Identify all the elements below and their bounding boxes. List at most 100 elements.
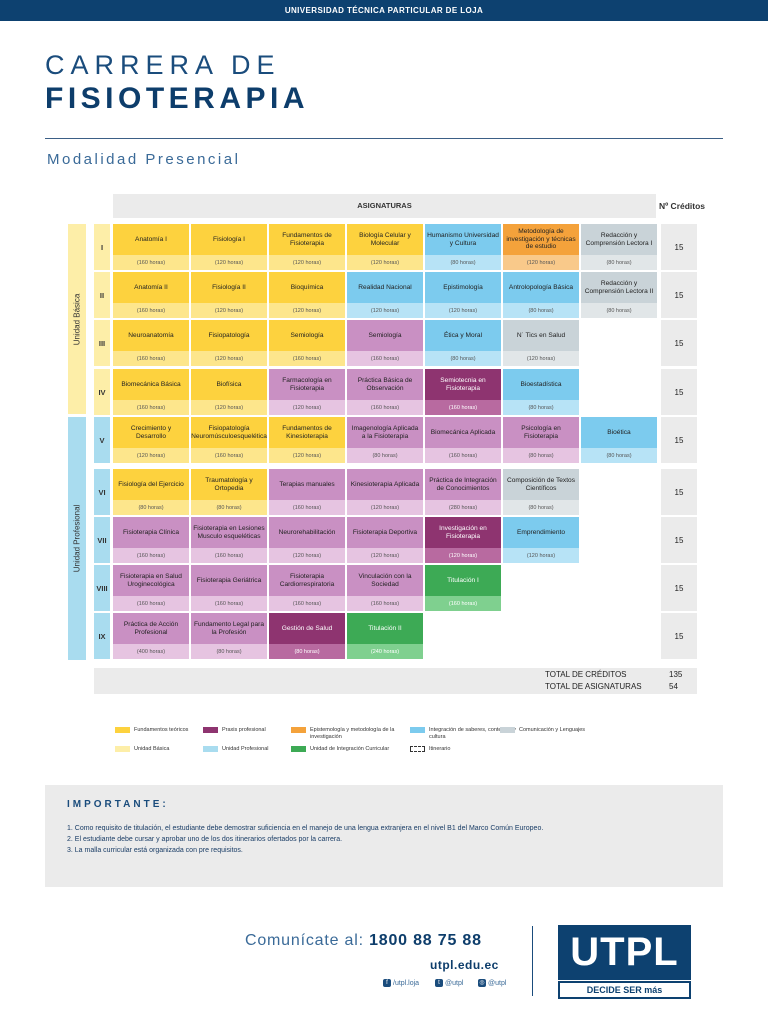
footer-divider [532, 926, 533, 996]
course-cell[interactable]: Bioética (80 horas) [581, 417, 657, 463]
course-cell[interactable]: Semiología (160 horas) [347, 320, 423, 366]
course-cell[interactable]: Kinesioterapia Aplicada (120 horas) [347, 469, 423, 515]
course-name: Terapias manuales [269, 469, 345, 500]
course-hours: (120 horas) [269, 255, 345, 270]
course-cell[interactable]: Titulación II (240 horas) [347, 613, 423, 659]
twitter-handle: @utpl [445, 979, 464, 987]
course-cell[interactable]: Gestión de Salud (80 horas) [269, 613, 345, 659]
course-cell[interactable]: Neuroanatomía (160 horas) [113, 320, 189, 366]
course-cell[interactable]: Biología Celular y Molecular (120 horas) [347, 224, 423, 270]
course-name: Fisioterapia en Lesiones Musculo esquelé… [191, 517, 267, 548]
course-hours: (160 horas) [113, 596, 189, 611]
page-title: FISIOTERAPIA [45, 82, 310, 115]
phone-number[interactable]: 1800 88 75 88 [369, 932, 482, 949]
course-name: Farmacología en Fisioterapia [269, 369, 345, 400]
course-cell[interactable]: Semiología (160 horas) [269, 320, 345, 366]
course-cell[interactable]: Composición de Textos Científicos (80 hor… [503, 469, 579, 515]
legend-label: Unidad de Integración Curricular [310, 746, 390, 752]
course-cell[interactable]: Farmacología en Fisioterapia (120 horas) [269, 369, 345, 415]
legend-item: Itinerario [410, 746, 540, 753]
course-cell[interactable]: Epistimología (120 horas) [425, 272, 501, 318]
course-cell[interactable]: Investigación en Fisioterapia (120 horas) [425, 517, 501, 563]
course-hours: (120 horas) [269, 400, 345, 415]
course-cell[interactable]: Fisiopatología Neuromúsculoesquelética (1… [191, 417, 267, 463]
course-hours: (80 horas) [425, 255, 501, 270]
twitter-icon: t [435, 979, 443, 987]
course-cell[interactable]: Titulación I (160 horas) [425, 565, 501, 611]
facebook-link[interactable]: f/utpl.loja [383, 979, 419, 987]
course-cell[interactable]: N˙ Tics en Salud (120 horas) [503, 320, 579, 366]
important-box: IMPORTANTE: 1. Como requisito de titulac… [45, 785, 723, 887]
semester-level: IX [94, 613, 110, 659]
course-hours: (80 horas) [191, 644, 267, 659]
semester-level: VIII [94, 565, 110, 611]
course-cell[interactable]: Semiotecnia en Fisioterapia (160 horas) [425, 369, 501, 415]
course-cell[interactable]: Práctica de Integración de Conocimientos… [425, 469, 501, 515]
course-hours: (160 horas) [191, 548, 267, 563]
semester-level: VII [94, 517, 110, 563]
course-cell[interactable]: Emprendimiento (120 horas) [503, 517, 579, 563]
important-item: 3. La malla curricular está organizada c… [67, 847, 243, 854]
course-hours: (160 horas) [113, 351, 189, 366]
course-cell[interactable]: Fisioterapia en Lesiones Musculo esquelé… [191, 517, 267, 563]
legend-swatch [203, 727, 218, 733]
course-cell[interactable]: Bioestadística (80 horas) [503, 369, 579, 415]
semester-credits: 15 [661, 517, 697, 563]
course-name: Anatomía I [113, 224, 189, 255]
course-cell[interactable]: Fisioterapia Geriátrica (160 horas) [191, 565, 267, 611]
course-cell[interactable]: Humanismo Universidad y Cultura (80 horas… [425, 224, 501, 270]
course-cell[interactable]: Antrolopología Básica (80 horas) [503, 272, 579, 318]
course-cell[interactable]: Vinculación con la Sociedad (160 horas) [347, 565, 423, 611]
legend-label: Fundamentos teóricos [134, 727, 189, 733]
course-cell[interactable]: Fundamentos de Kinesioterapia (120 horas) [269, 417, 345, 463]
course-cell[interactable]: Fisioterapia Clínica (160 horas) [113, 517, 189, 563]
course-cell[interactable]: Fundamento Legal para la Profesión (80 ho… [191, 613, 267, 659]
course-hours: (80 horas) [581, 255, 657, 270]
course-cell[interactable]: Biomecánica Aplicada (160 horas) [425, 417, 501, 463]
course-cell[interactable]: Fisiología I (120 horas) [191, 224, 267, 270]
course-cell[interactable]: Fundamentos de Fisioterapia (120 horas) [269, 224, 345, 270]
course-cell[interactable]: Psicología en Fisioterapia (80 horas) [503, 417, 579, 463]
course-name: Humanismo Universidad y Cultura [425, 224, 501, 255]
course-hours: (160 horas) [191, 448, 267, 463]
semester-level: III [94, 320, 110, 366]
course-cell[interactable]: Metodología de investigación y técnicas … [503, 224, 579, 270]
course-cell[interactable]: Redacción y Comprensión Lectora I (80 hor… [581, 224, 657, 270]
course-cell[interactable]: Biomecánica Básica (160 horas) [113, 369, 189, 415]
website-link[interactable]: utpl.edu.ec [430, 958, 499, 972]
course-cell[interactable]: Fisiología del Ejercicio (80 horas) [113, 469, 189, 515]
instagram-icon: ◎ [478, 979, 486, 987]
course-cell[interactable]: Fisioterapia en Salud Uroginecológica (16… [113, 565, 189, 611]
course-cell[interactable]: Realidad Nacional (120 horas) [347, 272, 423, 318]
course-cell[interactable]: Fisiología II (120 horas) [191, 272, 267, 318]
course-cell[interactable]: Fisiopatología (120 horas) [191, 320, 267, 366]
course-name: Semiotecnia en Fisioterapia [425, 369, 501, 400]
course-cell[interactable]: Crecimiento y Desarrollo (120 horas) [113, 417, 189, 463]
course-cell[interactable]: Fisioterapia Cardiorrespiratoria (160 hor… [269, 565, 345, 611]
course-cell[interactable]: Ética y Moral (80 horas) [425, 320, 501, 366]
course-cell[interactable]: Anatomía II (160 horas) [113, 272, 189, 318]
course-hours: (120 horas) [503, 351, 579, 366]
course-cell[interactable]: Práctica Básica de Observación (160 horas… [347, 369, 423, 415]
totals-bar [94, 668, 697, 694]
unit-label: Unidad Profesional [72, 504, 82, 573]
legend-label: Unidad Básica [134, 746, 170, 752]
course-hours: (80 horas) [581, 303, 657, 318]
legend-swatch [115, 746, 130, 752]
course-name: Biomecánica Aplicada [425, 417, 501, 448]
twitter-link[interactable]: t @utpl [435, 979, 463, 987]
course-cell[interactable]: Redacción y Comprensión Lectora II (80 ho… [581, 272, 657, 318]
course-cell[interactable]: Bioquímica (120 horas) [269, 272, 345, 318]
course-cell[interactable]: Imagenología Aplicada a la Fisioterapia(… [347, 417, 423, 463]
course-cell[interactable]: Neurorehabilitación (120 horas) [269, 517, 345, 563]
instagram-link[interactable]: ◎ @utpl [478, 979, 506, 987]
course-hours: (120 horas) [113, 448, 189, 463]
facebook-icon: f [383, 979, 391, 987]
legend-item: Integración de saberes, contextos y cult… [410, 727, 525, 740]
course-cell[interactable]: Terapias manuales (160 horas) [269, 469, 345, 515]
course-cell[interactable]: Práctica de Acción Profesional (400 horas… [113, 613, 189, 659]
course-cell[interactable]: Fisioterapia Deportiva (120 horas) [347, 517, 423, 563]
course-cell[interactable]: Anatomía I (160 horas) [113, 224, 189, 270]
course-cell[interactable]: Biofísica (120 horas) [191, 369, 267, 415]
course-cell[interactable]: Traumatología y Ortopedia (80 horas) [191, 469, 267, 515]
